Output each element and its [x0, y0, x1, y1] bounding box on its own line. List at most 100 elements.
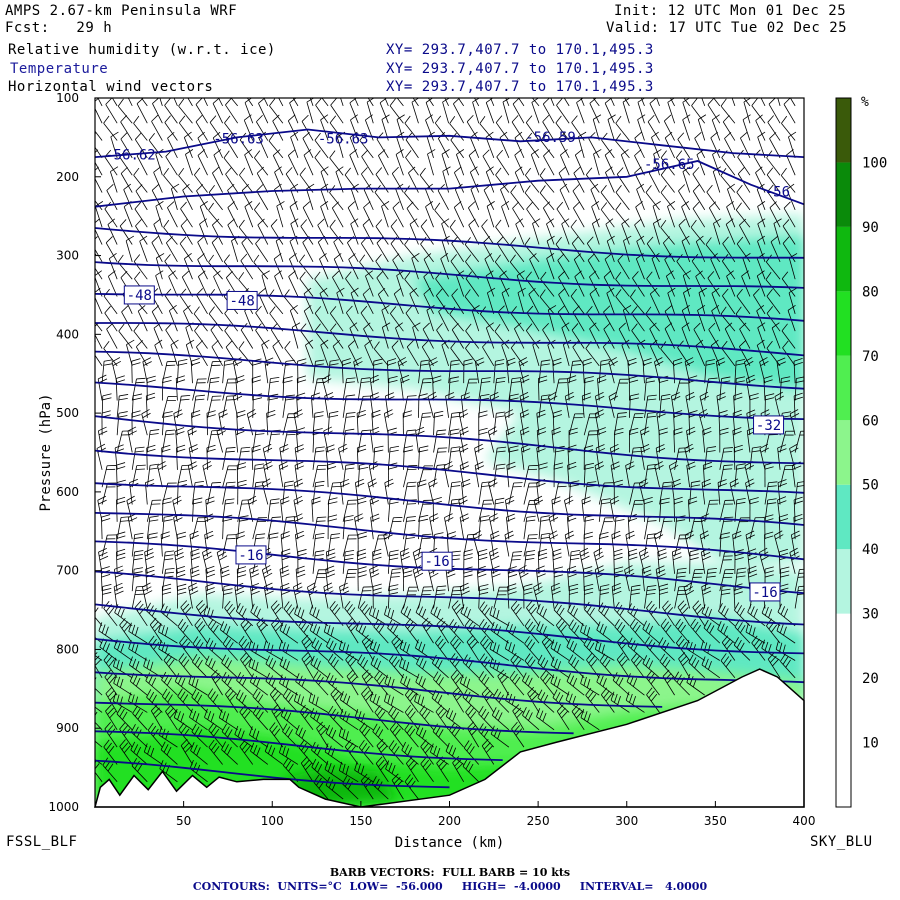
wind-barb: [267, 393, 279, 418]
wind-barb: [345, 305, 359, 332]
wind-barb: [418, 393, 428, 418]
wind-barb: [425, 201, 434, 228]
wind-barb: [131, 446, 145, 470]
wind-barb: [161, 497, 172, 522]
wind-barb: [558, 131, 570, 159]
wind-barb: [189, 708, 208, 731]
wind-barb: [681, 235, 691, 262]
wind-barb: [526, 201, 540, 228]
y-tick-label: 700: [56, 564, 79, 578]
wind-barb: [491, 707, 510, 731]
wind-barb: [557, 253, 570, 280]
wind-barb: [363, 201, 374, 228]
wind-barb: [640, 444, 650, 470]
wind-barb: [660, 150, 675, 176]
wind-barb: [189, 530, 199, 557]
y-axis-label: Pressure (hPa): [38, 393, 54, 511]
wind-barb: [389, 722, 404, 748]
wind-barb: [517, 287, 526, 314]
wind-barb: [405, 756, 419, 783]
wind-barb: [734, 517, 750, 540]
wind-barb: [779, 430, 795, 453]
wind-barb: [683, 287, 692, 314]
wind-barb: [542, 98, 555, 124]
wind-barb: [280, 531, 290, 557]
wind-barb: [199, 201, 208, 228]
wind-barb: [702, 461, 713, 488]
wind-barb: [512, 98, 525, 124]
wind-barb: [478, 410, 488, 436]
wind-barb: [659, 393, 671, 418]
wind-barb: [571, 323, 585, 349]
wind-barb: [116, 516, 131, 540]
colorbar-bin: [836, 98, 851, 163]
wind-barb: [133, 167, 148, 193]
wind-barb: [556, 98, 570, 124]
wind-barb: [183, 253, 193, 280]
chart-title: AMPS 2.67-km Peninsula WRF: [5, 3, 238, 19]
wind-barb: [644, 585, 657, 609]
wind-barb: [250, 742, 269, 765]
wind-barb: [406, 340, 419, 367]
wind-barb: [190, 742, 208, 765]
wind-barb: [519, 391, 529, 418]
wind-barb: [353, 357, 363, 384]
wind-barb: [543, 149, 555, 176]
wind-barb: [572, 184, 585, 211]
contour-label-box: [123, 285, 155, 305]
wind-barb: [520, 426, 530, 453]
wind-barb: [576, 98, 585, 124]
wind-barb: [103, 115, 118, 141]
colorbar-tick-label: 30: [862, 607, 879, 623]
wind-barb: [593, 547, 604, 574]
wind-barb: [607, 114, 616, 141]
wind-barb: [734, 567, 747, 592]
wind-barb: [253, 254, 269, 280]
wind-barb: [99, 638, 118, 661]
wind-barb: [396, 131, 405, 158]
wind-barb: [218, 709, 238, 731]
wind-barb: [143, 743, 163, 765]
wind-barb: [123, 183, 133, 211]
wind-barb: [627, 514, 638, 540]
wind-barb: [222, 378, 237, 401]
wind-barb: [555, 236, 570, 263]
wind-barb: [481, 738, 495, 765]
wind-barb: [370, 513, 380, 540]
wind-barb: [272, 114, 284, 141]
wind-barb: [224, 600, 239, 627]
wind-barb: [409, 287, 419, 315]
wind-barb: [117, 254, 133, 280]
wind-barb: [432, 723, 449, 748]
wind-barb: [478, 377, 491, 401]
forecast-hour: Fcst: 29 h: [5, 20, 113, 36]
wind-barb: [493, 446, 507, 470]
wind-barb: [146, 444, 156, 470]
wind-barb: [501, 287, 510, 314]
wind-barb: [383, 530, 393, 557]
colorbar-tick-label: 80: [862, 284, 879, 300]
wind-barb: [558, 288, 570, 315]
wind-barb: [357, 377, 371, 401]
wind-barb: [319, 253, 329, 280]
wind-barb: [474, 443, 484, 470]
wind-barb: [504, 409, 514, 436]
wind-barb: [568, 413, 584, 436]
wind-barb: [522, 707, 540, 731]
low-label: -56.62: [105, 147, 156, 163]
wind-barb: [264, 742, 284, 765]
wind-barb: [377, 287, 389, 315]
wind-barb: [564, 391, 575, 418]
wind-barb: [303, 305, 314, 332]
wind-barb: [338, 727, 359, 748]
wind-barb: [659, 481, 673, 505]
wind-barb: [161, 515, 174, 540]
wind-barb: [494, 323, 510, 349]
wind-barb: [587, 253, 600, 280]
wind-barb: [783, 201, 796, 228]
low-label: -56: [765, 184, 790, 200]
wind-barb: [692, 201, 706, 228]
wind-barb: [782, 236, 796, 263]
wind-barb: [476, 565, 487, 592]
wind-barb: [290, 183, 299, 210]
